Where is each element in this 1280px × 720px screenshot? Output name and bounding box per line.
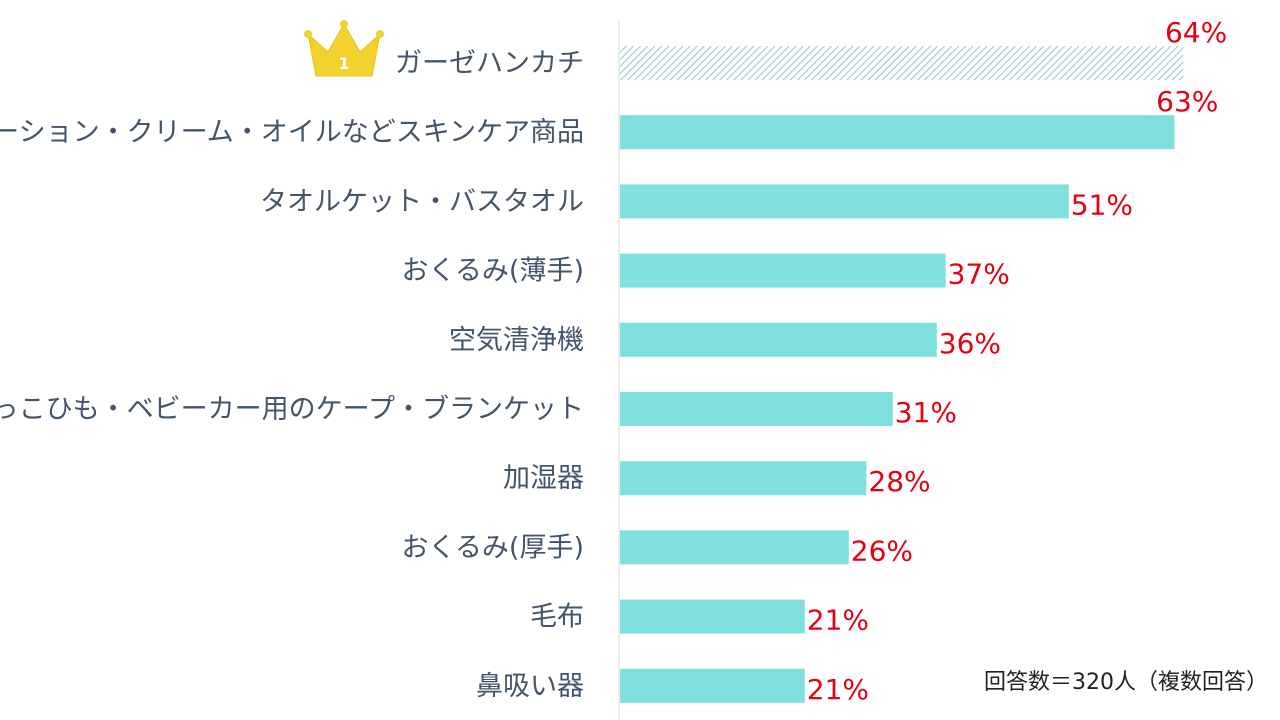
bar-10: [620, 668, 805, 703]
value-label-10: 21%: [807, 673, 869, 706]
category-label-8: おくるみ(厚手): [401, 532, 584, 563]
category-label-6: だっこひも・ベビーカー用のケープ・ブランケット: [0, 394, 584, 425]
bar-1: [620, 46, 1184, 80]
category-label-1: ガーゼハンカチ: [395, 48, 584, 79]
value-label-4: 37%: [948, 258, 1010, 291]
category-label-10: 鼻吸い器: [476, 671, 584, 702]
value-label-3: 51%: [1071, 188, 1133, 221]
bar-6: [620, 392, 893, 426]
category-label-5: 空気清浄機: [449, 325, 584, 356]
category-label-7: 加湿器: [503, 463, 584, 494]
bar-7: [620, 461, 867, 496]
bar-5: [620, 322, 937, 357]
value-label-9: 21%: [807, 604, 869, 637]
value-label-7: 28%: [868, 465, 930, 498]
bar-3: [620, 184, 1069, 219]
category-label-3: タオルケット・バスタオル: [260, 186, 584, 217]
category-label-4: おくるみ(薄手): [401, 256, 584, 287]
value-label-6: 31%: [895, 396, 957, 429]
bar-9: [620, 599, 805, 634]
value-label-8: 26%: [851, 534, 913, 567]
respondent-note: 回答数＝320人（複数回答）: [984, 670, 1268, 695]
bar-2: [620, 115, 1175, 150]
value-label-1: 64%: [1165, 16, 1227, 49]
category-label-9: 毛布: [530, 602, 584, 633]
bar-8: [620, 530, 849, 565]
category-label-2: ローション・クリーム・オイルなどスキンケア商品: [0, 117, 584, 148]
value-label-2: 63%: [1156, 85, 1218, 118]
bar-4: [620, 253, 946, 288]
crown-icon: 1: [304, 20, 384, 77]
value-label-5: 36%: [939, 327, 1001, 360]
rank-badge-number: 1: [338, 54, 349, 73]
